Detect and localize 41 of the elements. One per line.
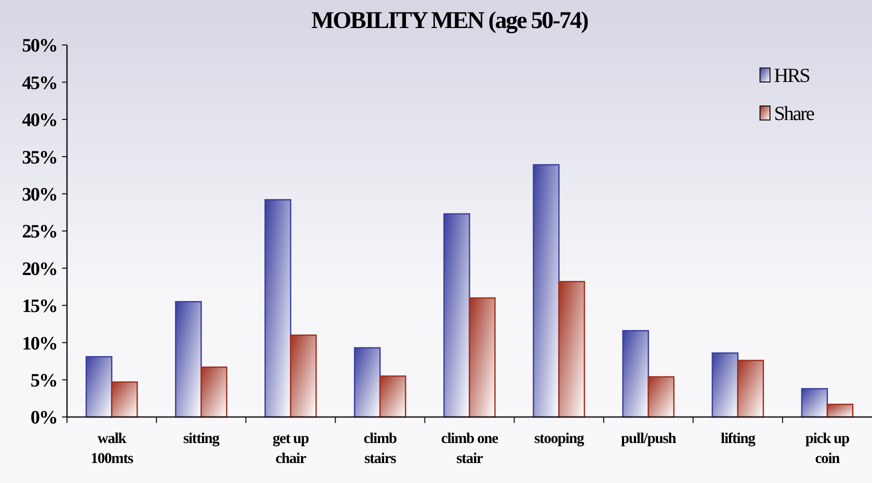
y-tick-label: 10% — [22, 333, 57, 354]
bar — [200, 366, 228, 418]
bar — [622, 330, 650, 418]
bar — [468, 297, 496, 418]
bar — [801, 388, 828, 418]
y-tick-label: 5% — [30, 370, 57, 392]
x-tick-label: sitting — [183, 431, 220, 447]
x-tick-label: walk 100mts — [90, 431, 134, 467]
y-tick-label: 35% — [22, 147, 57, 168]
x-tick-label: climb one stair — [441, 431, 499, 467]
bar — [354, 347, 381, 418]
x-tick-label: stooping — [534, 431, 585, 447]
y-tick-label: 45% — [22, 72, 57, 94]
x-tick-label: pull/push — [621, 431, 677, 447]
bar — [712, 352, 738, 418]
bar — [826, 404, 854, 418]
bar — [443, 213, 470, 418]
x-tick-label: pick up coin — [805, 431, 850, 467]
x-tick-label: get up chair — [272, 431, 309, 467]
bar — [290, 334, 317, 418]
y-tick-label: 15% — [22, 296, 57, 318]
legend-label: Share — [774, 103, 815, 125]
x-tick-label: climb stairs — [364, 431, 397, 467]
bar — [111, 381, 138, 418]
y-tick-label: 0% — [30, 408, 57, 429]
y-tick-label: 30% — [22, 184, 57, 206]
x-tick-label: lifting — [720, 431, 756, 447]
bar — [86, 356, 112, 418]
y-tick-label: 25% — [22, 222, 57, 243]
legend-label: HRS — [774, 65, 810, 87]
bar — [264, 199, 292, 418]
bar — [532, 164, 560, 418]
bar — [648, 376, 675, 418]
bar — [737, 360, 764, 418]
y-tick-label: 20% — [22, 258, 57, 280]
bar — [379, 375, 406, 418]
bar — [175, 301, 202, 418]
y-tick-label: 50% — [22, 36, 57, 57]
y-tick-label: 40% — [22, 110, 57, 132]
chart-title: MOBILITY MEN (age 50-74) — [311, 8, 588, 34]
bar — [558, 280, 586, 418]
